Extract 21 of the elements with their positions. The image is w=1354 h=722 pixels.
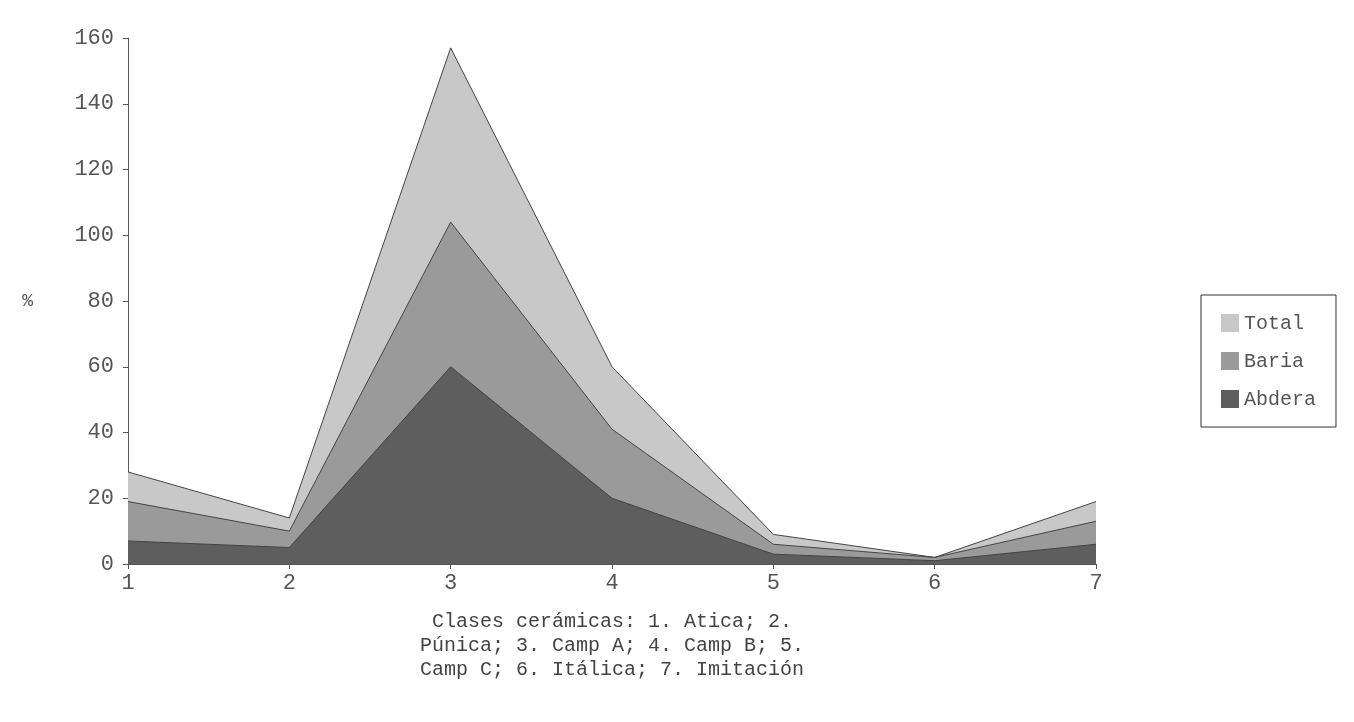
legend-label: Baria	[1243, 349, 1304, 373]
x-tick-label: 6	[928, 570, 942, 596]
y-tick-label: 40	[87, 420, 114, 445]
x-axis-title: Clases cerámicas: 1. Atica; 2. Púnica; 3. Camp A; 4. Camp B; 5. Camp C; 6. Itálica; 7. Imitación	[419, 609, 805, 681]
x-tick-label: 2	[282, 570, 296, 596]
y-tick-label: 80	[87, 288, 114, 314]
x-tick-label: 4	[605, 570, 619, 596]
y-tick-label: 60	[87, 354, 114, 380]
legend-label: Total	[1243, 311, 1304, 335]
y-tick-label: 160	[74, 25, 114, 51]
y-tick-label: 140	[74, 91, 114, 117]
y-tick-label: 0	[100, 551, 114, 577]
x-tick-label: 3	[444, 570, 458, 596]
x-tick-label: 1	[121, 570, 135, 596]
x-tick-label: 7	[1089, 570, 1103, 596]
y-axis-title: %	[22, 291, 34, 311]
y-tick-label: 20	[87, 485, 114, 511]
y-tick-label: 100	[74, 222, 114, 248]
x-tick-label: 5	[766, 570, 780, 596]
legend-label: Abdera	[1243, 387, 1316, 411]
y-tick-label: 120	[74, 157, 114, 182]
